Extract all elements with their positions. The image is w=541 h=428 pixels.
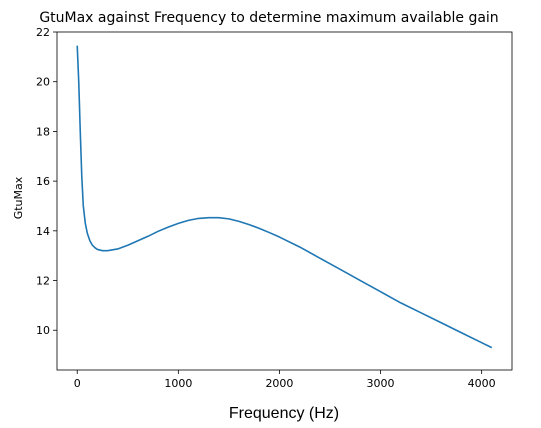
y-tick-label: 14 <box>36 225 50 238</box>
y-axis-label: GtuMax <box>12 176 25 219</box>
y-tick-label: 18 <box>36 125 50 138</box>
x-tick-label: 4000 <box>468 377 496 390</box>
y-tick-label: 12 <box>36 275 50 288</box>
x-tick-label: 2000 <box>265 377 293 390</box>
x-tick-label: 1000 <box>164 377 192 390</box>
x-tick-label: 3000 <box>367 377 395 390</box>
x-axis-label: Frequency (Hz) <box>229 405 339 422</box>
x-tick-label: 0 <box>74 377 81 390</box>
y-tick-label: 16 <box>36 175 50 188</box>
y-tick-label: 20 <box>36 76 50 89</box>
series-line <box>76 45 493 349</box>
plot-area: 0 1000 2000 3000 4000 10 12 14 16 18 20 22 <box>36 26 513 390</box>
chart-title: GtuMax against Frequency to determine ma… <box>39 10 498 26</box>
y-tick-label: 22 <box>36 26 50 39</box>
y-tick-label: 10 <box>36 324 50 337</box>
plot-frame <box>56 31 513 371</box>
